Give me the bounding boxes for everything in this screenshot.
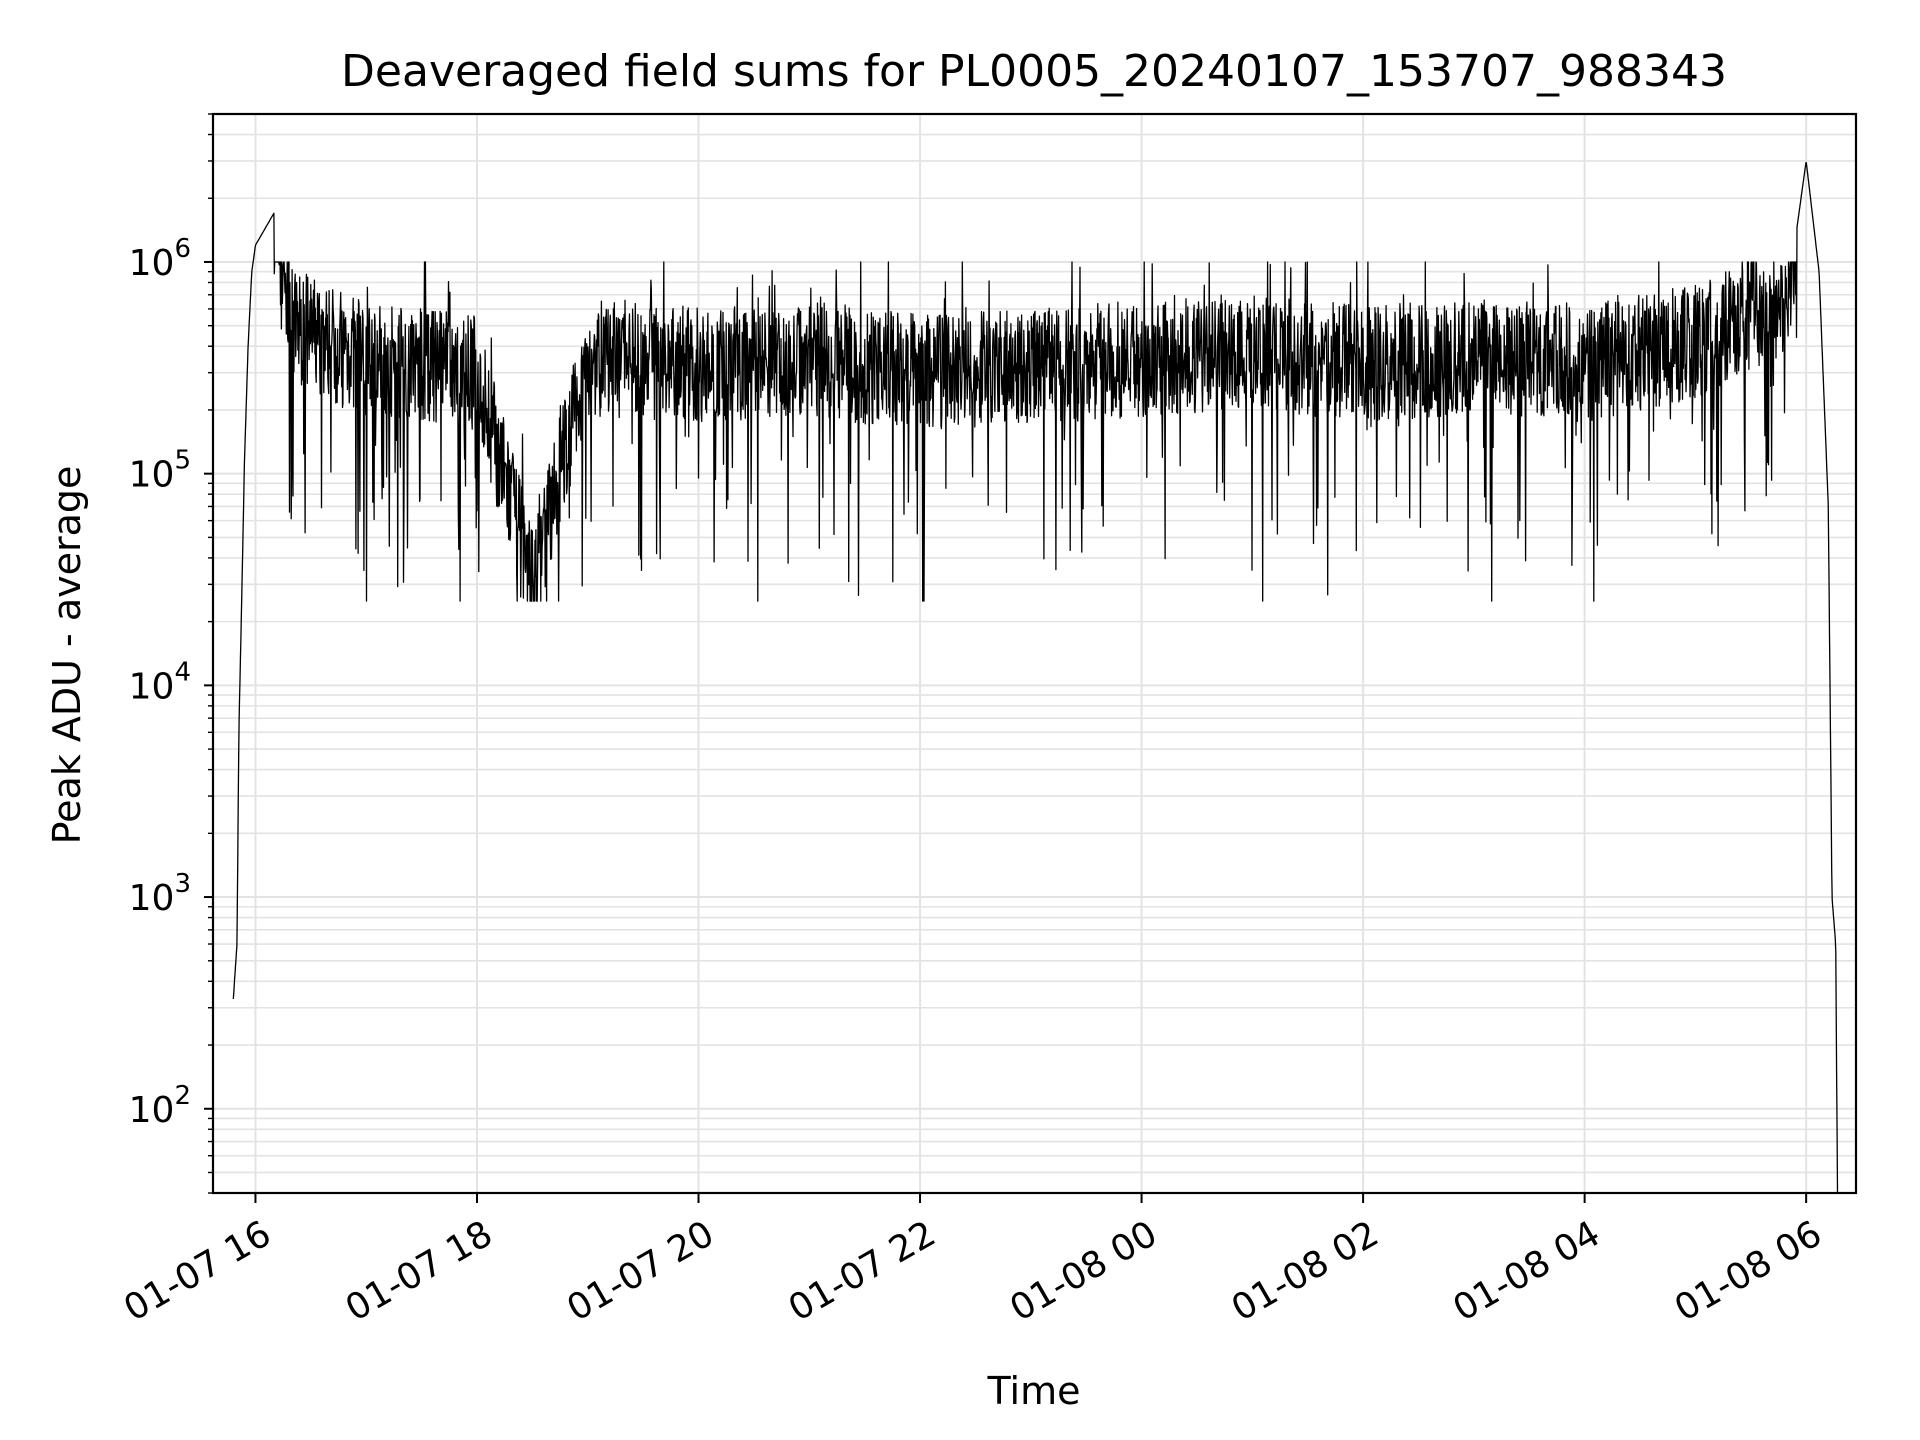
chart-title: Deaveraged field sums for PL0005_2024010… xyxy=(341,46,1727,97)
x-axis-label: Time xyxy=(987,1369,1081,1413)
y-axis: 102 103 104 105 106 xyxy=(129,113,213,1194)
y-tick-label: 102 xyxy=(129,1081,191,1131)
plot-frame xyxy=(211,112,1858,1195)
y-tick-label: 104 xyxy=(129,657,191,707)
series-layer xyxy=(232,161,1839,1194)
y-tick-label: 105 xyxy=(129,446,191,496)
y-tick-label: 106 xyxy=(129,234,191,284)
y-tick-label: 103 xyxy=(129,869,191,919)
y-axis-label: Peak ADU - average xyxy=(45,466,89,845)
series-line xyxy=(232,161,1839,1194)
